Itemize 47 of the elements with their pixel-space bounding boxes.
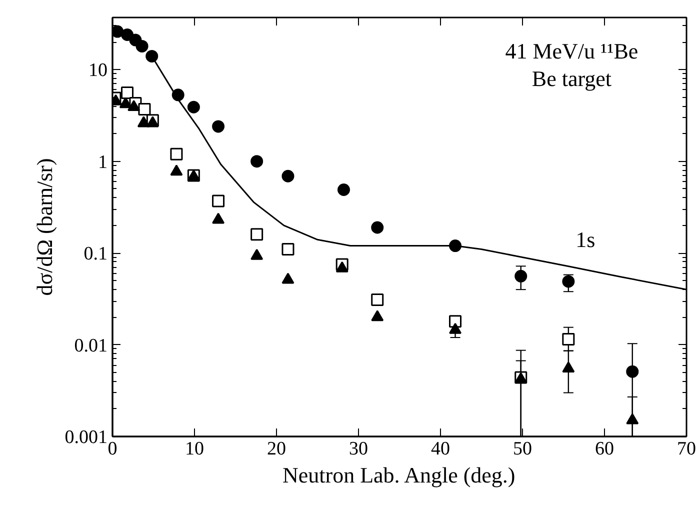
point (371, 221, 384, 234)
point (282, 272, 294, 284)
x-tick-label: 40 (431, 438, 450, 460)
y-axis-title: dσ/dΩ (barn/sr) (32, 158, 57, 296)
point (282, 170, 294, 182)
x-tick-label: 60 (595, 438, 614, 460)
point (170, 148, 183, 160)
point (187, 100, 200, 114)
point (138, 102, 151, 116)
point (136, 40, 148, 52)
y-tick-label: 1 (98, 152, 108, 173)
point (282, 243, 294, 256)
x-tick-label: 10 (185, 438, 204, 460)
annotation: Be target (532, 66, 612, 91)
point (212, 212, 225, 224)
point (514, 270, 528, 282)
point (250, 248, 264, 260)
x-tick-label: 0 (108, 438, 118, 460)
x-axis-title: Neutron Lab. Angle (deg.) (282, 462, 516, 488)
point (212, 194, 225, 208)
point (562, 275, 575, 288)
point (212, 120, 225, 133)
x-tick-label: 20 (267, 438, 286, 460)
point (250, 228, 264, 241)
series-label: 1s (576, 227, 596, 252)
x-tick-label: 50 (513, 438, 532, 460)
point (170, 164, 183, 176)
x-tick-label: 30 (349, 438, 368, 460)
x-tick-label: 70 (677, 438, 696, 460)
y-tick-label: 10 (88, 60, 108, 82)
point (250, 155, 264, 168)
point (128, 100, 140, 112)
point (336, 261, 348, 272)
y-tick-label: 0.1 (84, 244, 108, 265)
point (449, 322, 462, 334)
y-tick-label: 0.01 (74, 335, 108, 356)
point (371, 310, 384, 322)
point (562, 332, 575, 346)
point (562, 361, 575, 373)
point (626, 413, 639, 424)
point (626, 365, 639, 378)
point (146, 50, 158, 62)
point (337, 184, 350, 196)
y-tick-label: 0.001 (64, 427, 108, 448)
point (121, 86, 134, 99)
annotation: 41 MeV/u ¹¹Be (505, 38, 638, 64)
point (371, 293, 384, 306)
